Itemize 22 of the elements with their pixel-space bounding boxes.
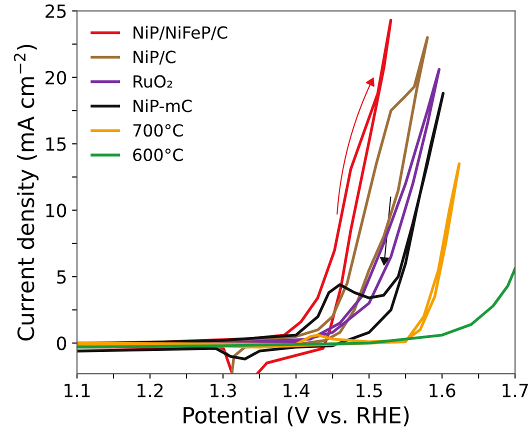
legend-label: NiP/NiFeP/C (134, 26, 228, 40)
legend-label: NiP-mC (134, 99, 192, 112)
y-axis-title: Current density (mA cm$^{−2}$) (14, 44, 39, 340)
x-axis-title: Potential (V vs. RHE) (184, 406, 409, 426)
x-tick-label: 1.7 (502, 384, 528, 398)
x-tick-label: 1.2 (138, 384, 163, 398)
x-tick-label: 1.1 (64, 384, 90, 398)
legend-label: NiP/C (134, 50, 176, 65)
y-tick-label: 10 (46, 204, 66, 218)
x-tick-label: 1.6 (430, 384, 456, 398)
legend-label: 600°C (133, 148, 183, 162)
y-tick-label: 15 (46, 137, 66, 151)
x-tick-label: 1.4 (284, 384, 310, 398)
legend-label: RuO₂ (134, 75, 172, 88)
y-tick-label: 5 (57, 270, 66, 284)
y-tick-label: 0 (56, 336, 66, 350)
legend-label: 700°C (133, 124, 183, 137)
x-tick-label: 1.3 (210, 384, 236, 398)
y-tick-label: 20 (46, 70, 66, 84)
x-tick-label: 1.5 (356, 384, 382, 398)
y-tick-label: 25 (46, 4, 66, 18)
line-series (76, 267, 516, 348)
